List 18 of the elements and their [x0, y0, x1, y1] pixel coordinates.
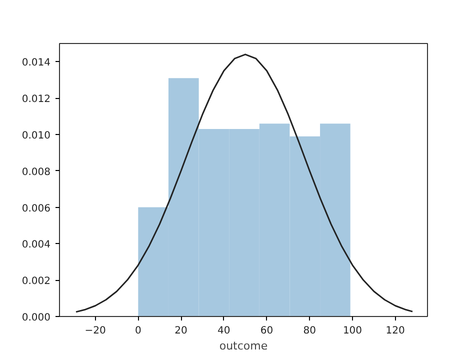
y-tick-label: 0.008 — [22, 166, 51, 178]
y-tick-label: 0.012 — [22, 94, 51, 106]
x-tick-label: −20 — [84, 326, 106, 336]
x-tick-label: 100 — [342, 326, 362, 336]
y-tick-label: 0.006 — [22, 203, 51, 214]
x-tick-label: 60 — [260, 326, 274, 336]
y-tick-label: 0.000 — [22, 312, 51, 324]
x-tick-label: 80 — [303, 326, 316, 336]
y-tick-label: 0.014 — [22, 58, 51, 69]
y-tick-label: 0.002 — [22, 276, 51, 288]
x-tick-label: 40 — [218, 326, 230, 336]
line-series — [75, 54, 414, 313]
x-tick-label: 0 — [134, 326, 142, 336]
x-axis-title: outcome — [219, 340, 268, 352]
x-tick-label: 20 — [174, 326, 188, 336]
y-tick-label: 0.004 — [22, 240, 51, 251]
y-tick-label: 0.010 — [22, 130, 51, 142]
x-tick-label: 120 — [386, 326, 405, 336]
